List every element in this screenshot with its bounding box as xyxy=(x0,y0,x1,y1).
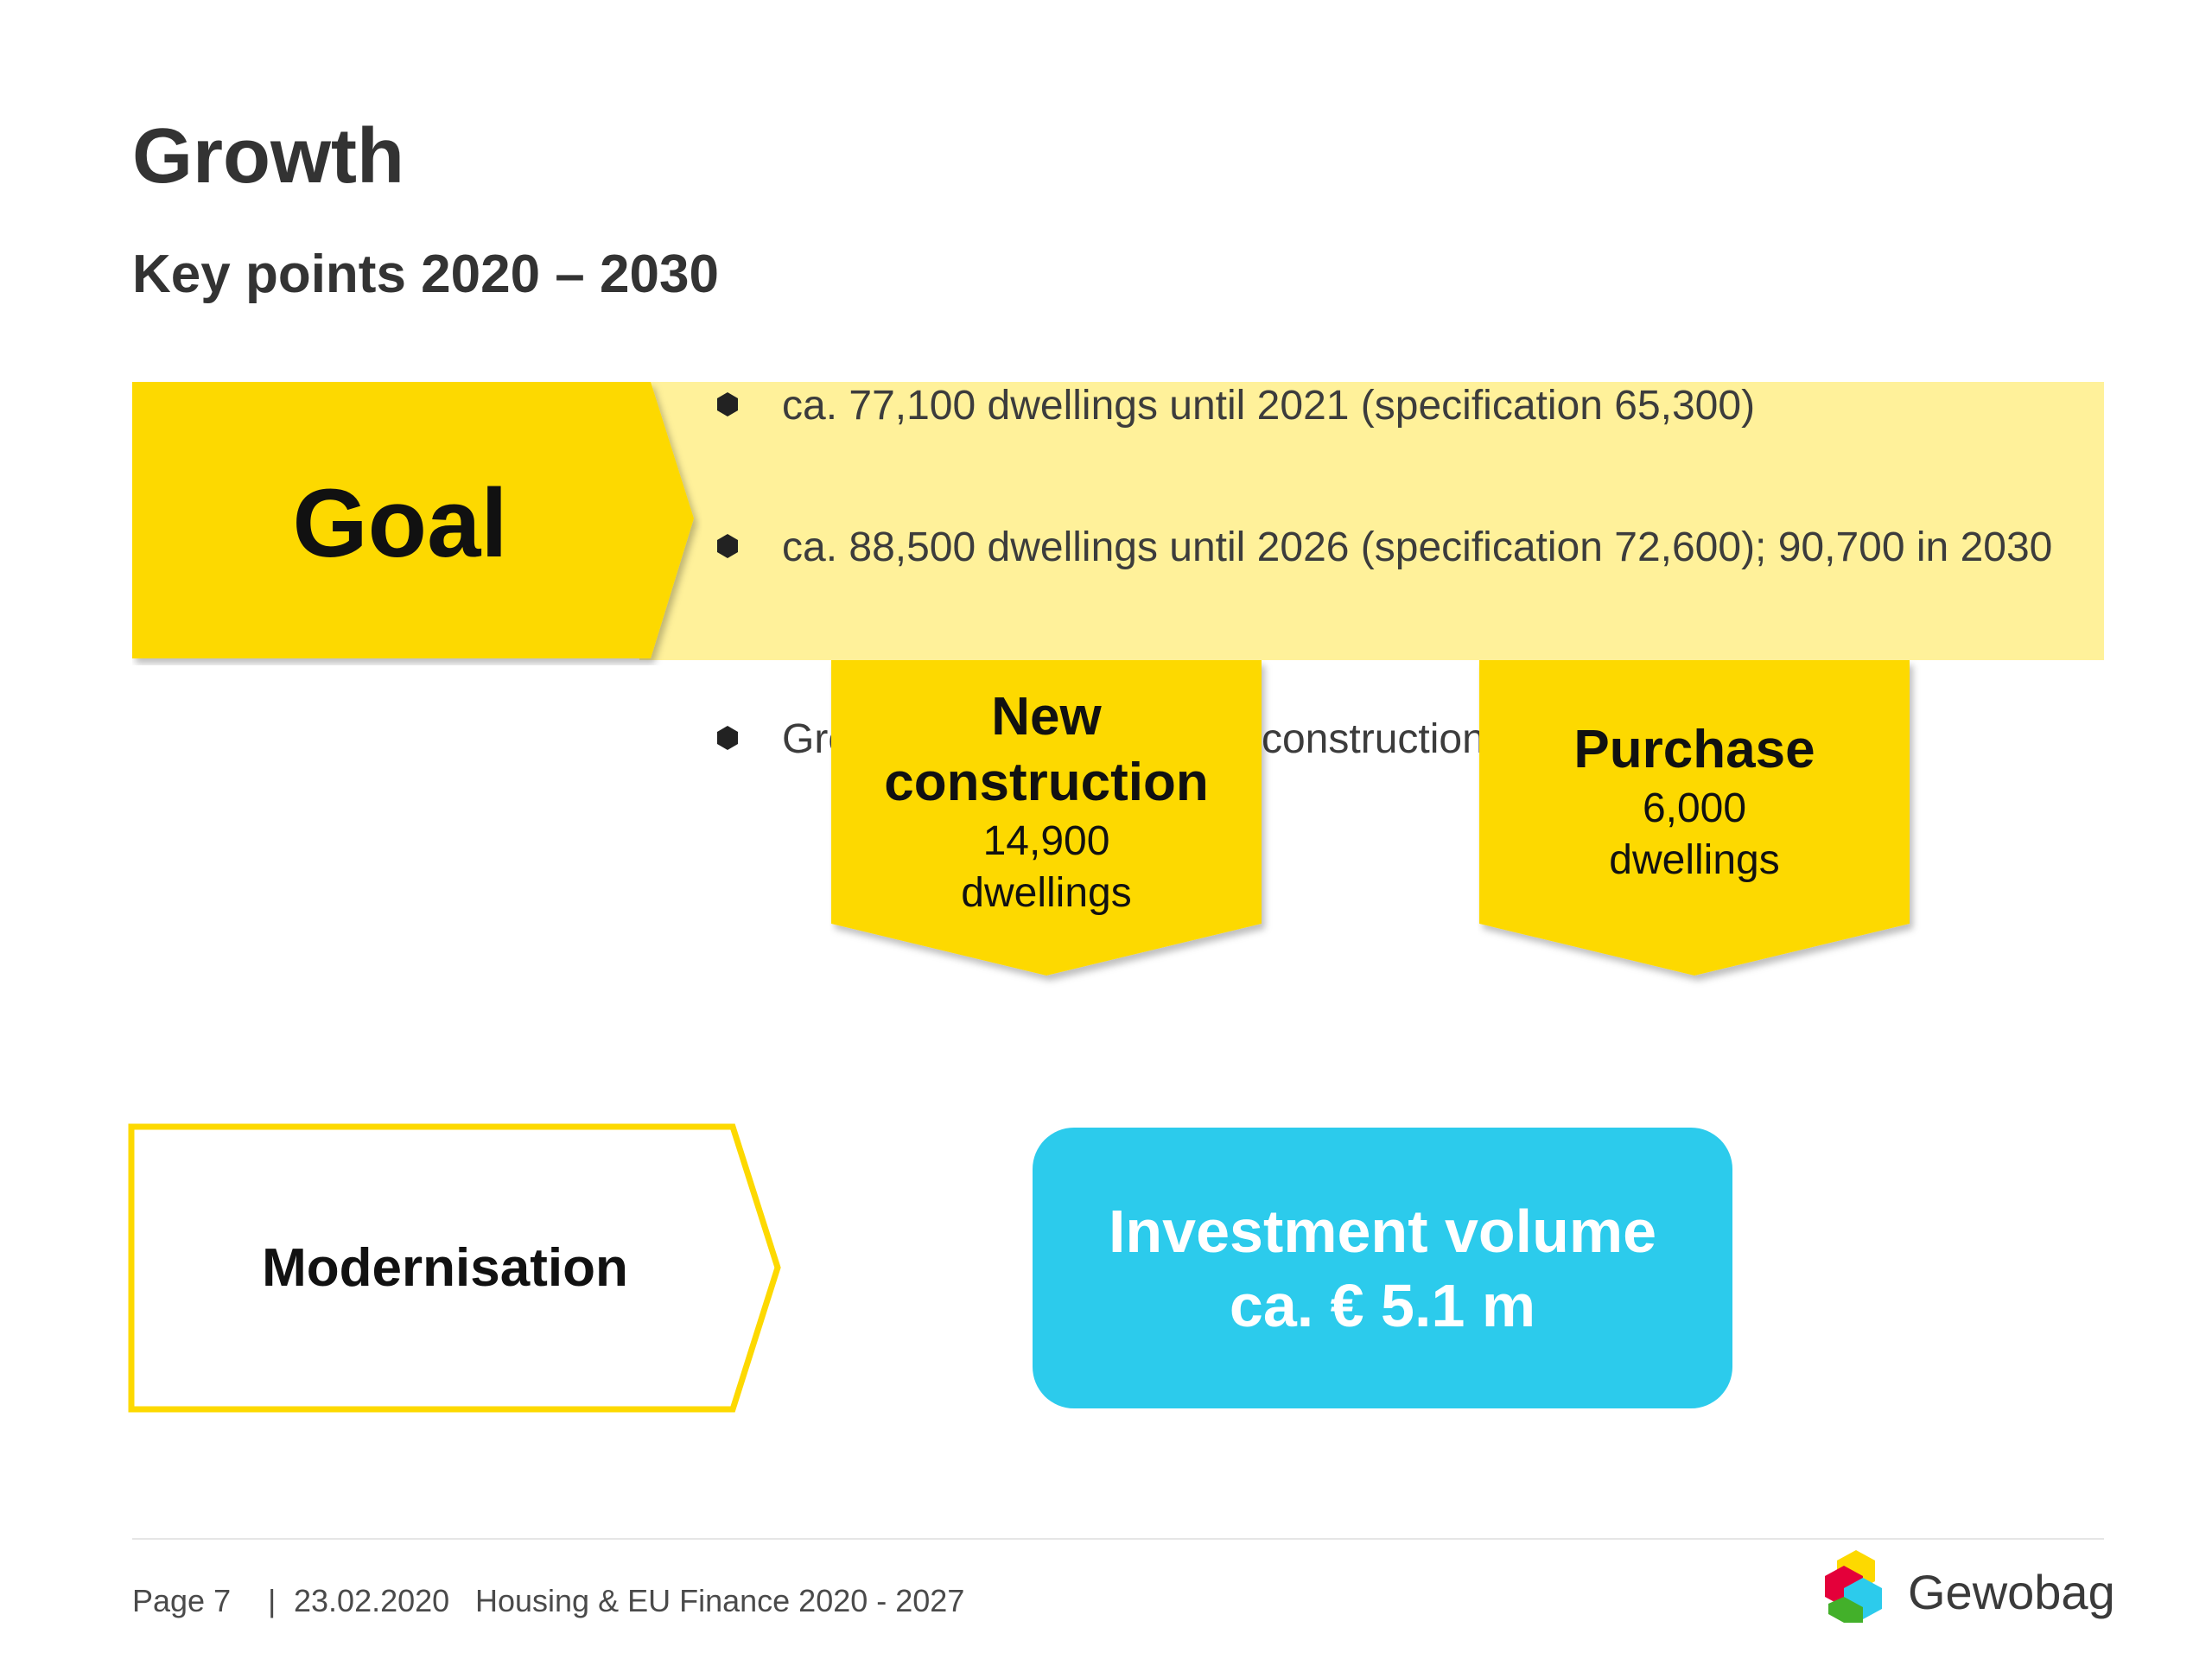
footer-separator: | xyxy=(268,1583,276,1618)
purchase-unit: dwellings xyxy=(1609,837,1780,883)
modernisation-label: Modernisation xyxy=(262,1238,628,1298)
slide-title: Growth xyxy=(132,113,404,200)
goal-bullet-text: ca. 77,100 dwellings until 2021 (specifi… xyxy=(782,383,1756,429)
purchase-text: Purchase 6,000 dwellings xyxy=(1479,717,1910,887)
purchase-shape xyxy=(1479,660,1910,976)
goal-bullet-band xyxy=(639,382,2104,660)
hexagon-bullet-icon xyxy=(717,392,738,416)
new-construction-unit: dwellings xyxy=(961,870,1132,916)
hexagon-bullet-icon xyxy=(717,534,738,558)
investment-volume-box: Investment volume ca. € 5.1 m xyxy=(1033,1128,1732,1408)
new-construction-text: New construction 14,900 dwellings xyxy=(831,684,1262,919)
new-construction-heading: New construction xyxy=(884,687,1209,812)
slide-subtitle: Key points 2020 – 2030 xyxy=(132,245,719,304)
goal-label: Goal xyxy=(292,468,508,577)
goal-arrow-shape xyxy=(132,382,694,658)
investment-volume-value: ca. € 5.1 m xyxy=(1229,1271,1536,1339)
purchase-value: 6,000 xyxy=(1642,785,1747,831)
new-construction-shape xyxy=(831,660,1262,976)
gewobag-logo-text: Gewobag xyxy=(1908,1565,2115,1619)
footer-divider xyxy=(132,1538,2104,1540)
goal-bullet-text: ca. 88,500 dwellings until 2026 (specifi… xyxy=(782,524,2053,570)
goal-bullet-item: ca. 88,500 dwellings until 2026 (specifi… xyxy=(709,522,2091,574)
goal-bullet-item: ca. 77,100 dwellings until 2021 (specifi… xyxy=(709,380,2091,432)
purchase-heading: Purchase xyxy=(1573,720,1815,779)
footer-document-title: Housing & EU Finance 2020 - 2027 xyxy=(475,1583,965,1618)
hexagon-bullet-icon xyxy=(717,726,738,750)
goal-bullet-list: ca. 77,100 dwellings until 2021 (specifi… xyxy=(709,380,2091,762)
investment-volume-label: Investment volume xyxy=(1108,1197,1657,1265)
modernisation-shape xyxy=(128,1123,781,1413)
gewobag-logo-icon xyxy=(1825,1550,1882,1623)
new-construction-value: 14,900 xyxy=(982,818,1110,864)
footer-date: 23.02.2020 xyxy=(294,1583,450,1618)
footer-page-number: Page 7 xyxy=(132,1583,232,1618)
